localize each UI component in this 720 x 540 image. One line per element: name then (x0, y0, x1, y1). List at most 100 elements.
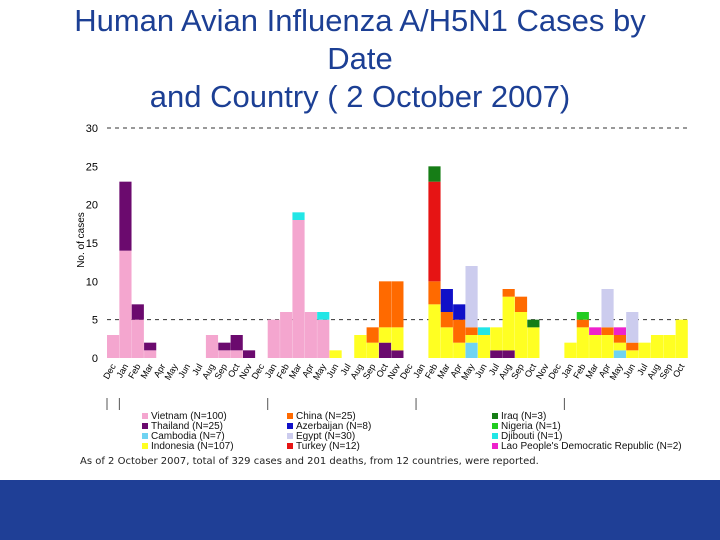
bar-layer (107, 166, 688, 358)
x-tick-label: Jul (635, 362, 649, 377)
legend-label: Thailand (N=25) (151, 421, 223, 432)
bar-segment-thailand-nov (391, 350, 404, 358)
bar-segment-china-feb (428, 281, 441, 305)
bar-segment-indonesia-jul (638, 342, 651, 358)
bar-segment-china-sep (514, 296, 528, 312)
legend-swatch (142, 413, 148, 420)
bar-segment-thailand-aug (502, 350, 515, 358)
bar-segment-china-mar (440, 312, 453, 328)
legend-swatch (142, 443, 148, 450)
bar-segment-indonesia-oct (527, 327, 540, 358)
bar-segment-vietnam-feb (280, 312, 293, 358)
bar-segment-vietnam-mar (292, 220, 305, 358)
bar-segment-indonesia-oct (675, 319, 688, 358)
bar-segment-thailand-oct (378, 342, 392, 358)
bar-segment-thailand-sep (218, 342, 231, 351)
bar-segment-lao-mar (589, 327, 602, 335)
bar-segment-vietnam-dec (107, 335, 120, 358)
legend-swatch (287, 433, 293, 440)
bar-segment-thailand-nov (242, 350, 256, 358)
bar-segment-cambodia-may (613, 350, 626, 358)
legend-item-indonesia: Indonesia (N=107) (142, 442, 234, 452)
bar-segment-thailand-jan (119, 181, 132, 251)
bar-segment-indonesia-nov (391, 327, 404, 351)
bar-segment-indonesia-aug (354, 335, 367, 358)
legend-item-cambodia: Cambodia (N=7) (142, 432, 225, 442)
bar-segment-vietnam-oct (230, 350, 243, 358)
stacked-bar-chart: 051015202530DecJanFebMarAprMayJunJulAugS… (76, 123, 688, 410)
legend-swatch (492, 413, 498, 420)
bar-segment-vietnam-sep (218, 350, 231, 358)
legend-item-azerbaijan: Azerbaijan (N=8) (287, 422, 371, 432)
bar-segment-djibouti-mar (292, 212, 305, 220)
bar-segment-vietnam-may (317, 319, 330, 358)
bar-segment-indonesia-sep (514, 312, 528, 358)
legend-label: Iraq (N=3) (501, 411, 547, 422)
bar-segment-china-apr (601, 327, 614, 335)
bar-segment-turkey-feb (428, 181, 441, 282)
legend-swatch (492, 423, 498, 430)
bar-segment-indonesia-may (465, 335, 478, 343)
legend-swatch (287, 423, 293, 430)
y-axis-label: No. of cases (76, 212, 87, 268)
bar-segment-china-apr (453, 319, 466, 343)
x-tick-label: Jul (190, 362, 204, 377)
legend-item-djibouti: Djibouti (N=1) (492, 432, 562, 442)
title-line-2: Date (327, 41, 393, 76)
bar-segment-indonesia-jun (329, 350, 342, 358)
bar-segment-indonesia-sep (366, 342, 379, 358)
legend-item-lao: Lao People's Democratic Republic (N=2) (492, 442, 682, 452)
bar-segment-vietnam-jan (267, 319, 280, 358)
bar-segment-thailand-jul (490, 350, 503, 358)
legend-item-vietnam: Vietnam (N=100) (142, 412, 227, 422)
legend-label: Nigeria (N=1) (501, 421, 561, 432)
y-tick-label: 15 (86, 238, 98, 250)
bar-segment-thailand-mar (144, 342, 157, 351)
bar-segment-indonesia-oct (378, 327, 392, 343)
bar-segment-lao-may (613, 327, 626, 335)
bar-segment-indonesia-jun (477, 335, 491, 358)
legend-swatch (492, 443, 498, 450)
bar-segment-vietnam-apr (304, 312, 317, 358)
legend-item-turkey: Turkey (N=12) (287, 442, 360, 452)
legend-label: Egypt (N=30) (296, 431, 356, 442)
bar-segment-iraq-oct (527, 319, 540, 328)
bar-segment-china-feb (576, 319, 589, 328)
bar-segment-djibouti-may (317, 312, 330, 320)
y-tick-label: 0 (92, 353, 98, 365)
x-tick-label: Oct (671, 362, 687, 380)
y-tick-label: 30 (86, 123, 98, 135)
bar-segment-indonesia-mar (440, 327, 453, 358)
legend-label: Vietnam (N=100) (151, 411, 227, 422)
bar-segment-china-may (465, 327, 478, 335)
footnote: As of 2 October 2007, total of 329 cases… (80, 456, 539, 467)
bar-segment-vietnam-aug (205, 335, 219, 358)
bar-segment-china-sep (366, 327, 379, 343)
x-tick-label: Jul (338, 362, 352, 377)
bar-segment-nigeria-feb (576, 312, 589, 320)
bar-segment-indonesia-aug (650, 335, 664, 358)
bar-segment-thailand-oct (230, 335, 243, 351)
bar-segment-indonesia-jan (564, 342, 577, 358)
bar-segment-china-oct (378, 281, 392, 328)
title-line-1: Human Avian Influenza A/H5N1 Cases by (74, 3, 646, 38)
x-tick-label: Jul (487, 362, 501, 377)
bar-segment-egypt-may (465, 266, 478, 328)
legend-swatch (492, 433, 498, 440)
bar-segment-indonesia-may (613, 342, 626, 351)
legend-label: Djibouti (N=1) (501, 431, 563, 442)
bar-segment-china-aug (502, 289, 515, 297)
bar-segment-indonesia-feb (576, 327, 589, 358)
legend-swatch (142, 433, 148, 440)
bar-segment-cambodia-may (465, 342, 478, 358)
bar-segment-vietnam-mar (144, 350, 157, 358)
title-line-3: and Country ( 2 October 2007) (149, 79, 571, 114)
bar-segment-indonesia-aug (502, 296, 515, 351)
bar-segment-indonesia-mar (589, 335, 602, 358)
bar-segment-indonesia-jun (626, 350, 639, 358)
legend-item-iraq: Iraq (N=3) (492, 412, 546, 422)
bar-segment-egypt-apr (601, 289, 614, 328)
bar-segment-indonesia-feb (428, 304, 441, 358)
legend-swatch (287, 443, 293, 450)
y-tick-label: 25 (86, 161, 98, 173)
